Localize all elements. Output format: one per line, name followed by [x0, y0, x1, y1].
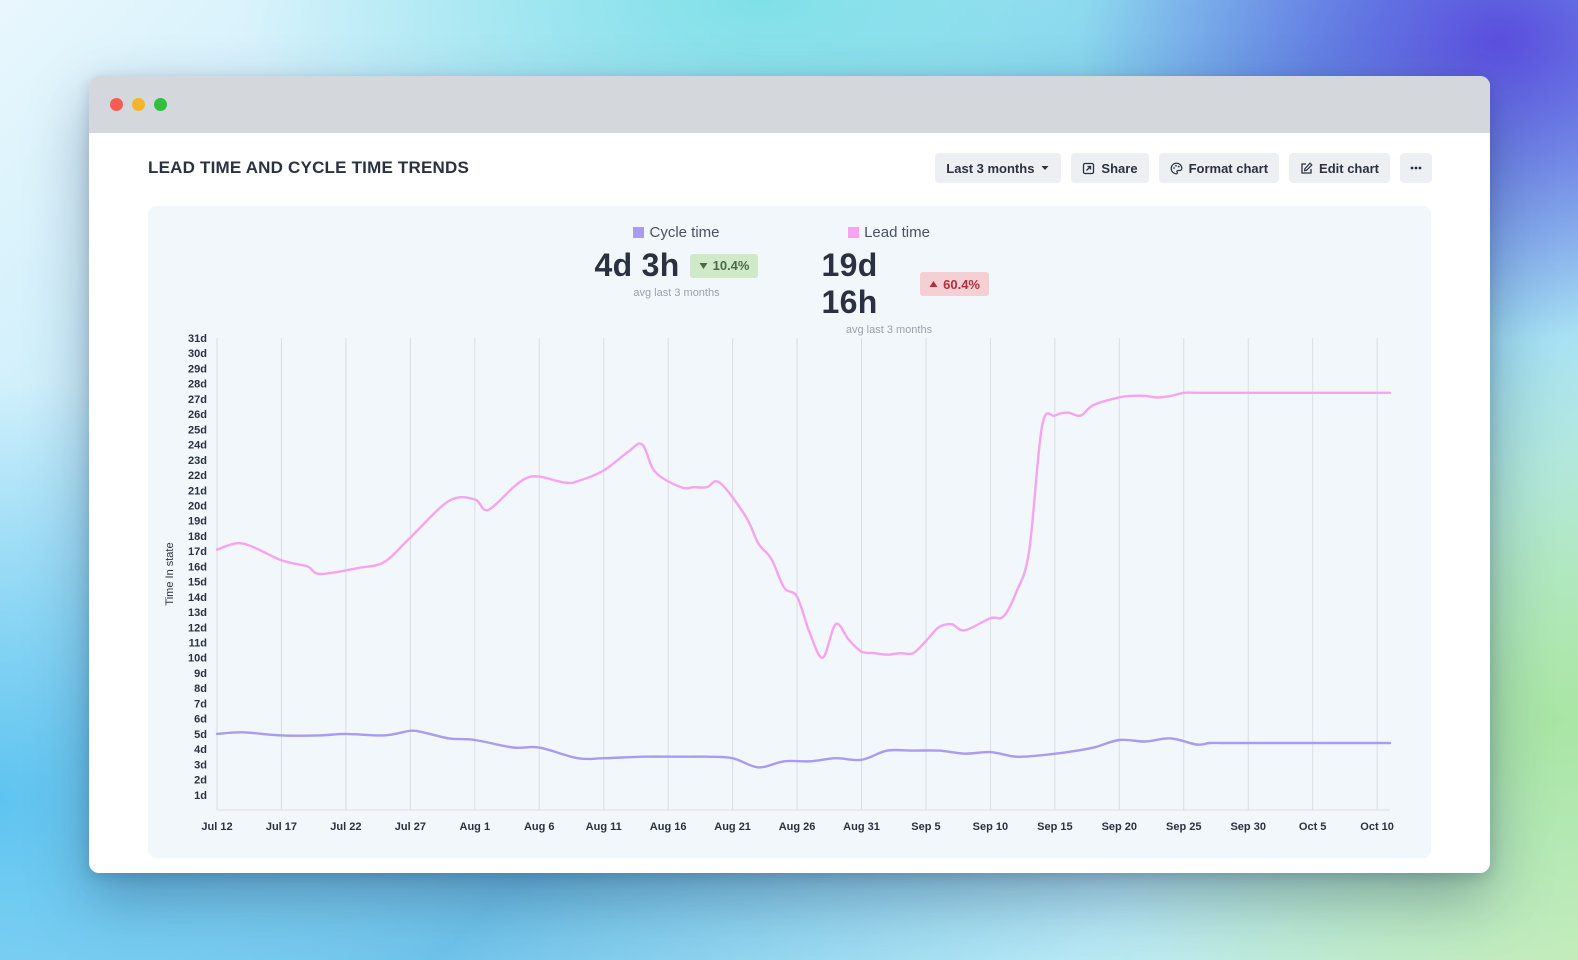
y-tick-label: 10d — [188, 653, 207, 665]
x-tick-label: Aug 31 — [843, 821, 880, 833]
close-window-button[interactable] — [110, 98, 123, 111]
chart-panel: Jul 12 Jul 17 Jul 22 Jul 27 Aug 1 Aug 6 Aug 11… — [148, 206, 1431, 858]
cycle-time-label: Cycle time — [649, 224, 720, 241]
y-tick-label: 8d — [194, 683, 207, 695]
palette-icon — [1170, 162, 1182, 174]
lead-time-series-line — [215, 391, 1392, 659]
x-tick-label: Aug 21 — [714, 821, 751, 833]
y-tick-label: 4d — [194, 744, 207, 756]
y-tick-label: 30d — [188, 348, 207, 360]
app-window: LEAD TIME AND CYCLE TIME TRENDS Last 3 m… — [89, 76, 1490, 873]
y-tick-label: 28d — [188, 379, 207, 391]
kpi-lead-time: Lead time 19d 16h 60.4% avg last 3 month… — [789, 224, 989, 336]
edit-icon — [1301, 161, 1313, 174]
y-tick-label: 21d — [188, 485, 207, 497]
format-chart-label: Format chart — [1188, 160, 1269, 176]
x-tick-label: Sep 5 — [911, 821, 940, 833]
minimize-window-button[interactable] — [132, 98, 145, 111]
x-tick-label: Aug 16 — [650, 821, 687, 833]
share-button[interactable]: Share — [1071, 153, 1149, 183]
lead-time-caption: avg last 3 months — [845, 324, 933, 336]
share-label: Share — [1101, 160, 1138, 176]
x-tick-label: Jul 12 — [201, 821, 232, 833]
edit-chart-label: Edit chart — [1319, 160, 1379, 176]
y-tick-label: 18d — [188, 531, 207, 543]
cycle-time-caption: avg last 3 months — [633, 287, 720, 299]
x-tick-label: Sep 30 — [1230, 821, 1265, 833]
caret-down-icon — [1041, 166, 1049, 170]
x-tick-label: Jul 27 — [395, 821, 426, 833]
y-tick-label: 27d — [188, 394, 207, 406]
arrow-up-icon — [929, 281, 938, 287]
y-tick-label: 2d — [194, 775, 207, 787]
date-range-label: Last 3 months — [946, 160, 1035, 176]
y-tick-label: 26d — [188, 409, 207, 421]
y-tick-label: 19d — [188, 516, 207, 528]
lead-time-value: 19d 16h — [821, 247, 878, 320]
y-tick-label: 6d — [194, 714, 207, 726]
trend-chart: Jul 12 Jul 17 Jul 22 Jul 27 Aug 1 Aug 6 Aug 11… — [164, 333, 1394, 833]
legend-item-cycle-time[interactable]: Cycle time — [589, 224, 764, 241]
x-tick-label: Sep 10 — [973, 821, 1008, 833]
y-tick-label: 17d — [188, 546, 207, 558]
cycle-time-series-line — [215, 729, 1392, 769]
cycle-time-swatch — [633, 227, 645, 238]
y-tick-label: 14d — [188, 592, 207, 604]
x-tick-label: Jul 17 — [266, 821, 297, 833]
lead-time-change: 60.4% — [943, 276, 980, 292]
y-tick-label: 15d — [188, 577, 207, 589]
kpi-cycle-time: Cycle time 4d 3h 10.4% avg last 3 months — [589, 224, 764, 299]
y-tick-label: 20d — [188, 500, 207, 512]
cycle-time-change: 10.4% — [712, 258, 750, 273]
share-icon — [1083, 162, 1095, 174]
y-tick-label: 29d — [188, 363, 207, 375]
toolbar: Last 3 months Share Format chart Edit ch… — [935, 153, 1432, 183]
x-tick-label: Jul 22 — [330, 821, 361, 833]
lead-time-label: Lead time — [864, 224, 930, 241]
date-range-dropdown[interactable]: Last 3 months — [935, 153, 1062, 183]
x-tick-label: Sep 25 — [1166, 821, 1201, 833]
cycle-time-change-badge: 10.4% — [689, 253, 759, 278]
y-tick-label: 9d — [194, 668, 207, 680]
x-tick-label: Aug 11 — [586, 821, 622, 833]
arrow-down-icon — [699, 262, 708, 269]
legend-item-lead-time[interactable]: Lead time — [789, 224, 989, 241]
more-options-button[interactable] — [1400, 153, 1432, 183]
x-tick-label: Oct 10 — [1360, 821, 1394, 833]
x-tick-label: Aug 1 — [460, 821, 491, 833]
y-tick-label: 1d — [194, 790, 207, 802]
x-tick-label: Aug 6 — [524, 821, 555, 833]
y-tick-label: 12d — [188, 622, 207, 634]
lead-time-swatch — [848, 227, 860, 238]
y-tick-label: 24d — [188, 440, 207, 452]
page-title: LEAD TIME AND CYCLE TIME TRENDS — [148, 158, 470, 177]
y-tick-label: 3d — [194, 759, 207, 771]
y-tick-label: 31d — [188, 333, 207, 345]
lead-time-change-badge: 60.4% — [920, 272, 989, 296]
y-tick-label: 7d — [194, 698, 207, 710]
x-tick-label: Oct 5 — [1299, 821, 1327, 833]
y-tick-label: 25d — [188, 424, 207, 436]
y-tick-label: 13d — [188, 607, 207, 619]
x-tick-label: Sep 15 — [1037, 821, 1072, 833]
x-tick-label: Aug 26 — [779, 821, 816, 833]
y-tick-label: 22d — [188, 470, 207, 482]
y-tick-label: 11d — [189, 638, 207, 650]
y-tick-label: 16d — [188, 561, 207, 573]
format-chart-button[interactable]: Format chart — [1158, 153, 1280, 183]
y-tick-label: 23d — [188, 455, 207, 467]
title-bar — [89, 76, 1490, 133]
y-tick-label: 5d — [194, 729, 207, 741]
ellipsis-icon — [1410, 166, 1422, 170]
cycle-time-value: 4d 3h — [594, 247, 680, 283]
y-axis-title: Time In state — [164, 542, 176, 605]
x-tick-label: Sep 20 — [1102, 821, 1137, 833]
edit-chart-button[interactable]: Edit chart — [1289, 153, 1390, 183]
maximize-window-button[interactable] — [154, 98, 167, 111]
